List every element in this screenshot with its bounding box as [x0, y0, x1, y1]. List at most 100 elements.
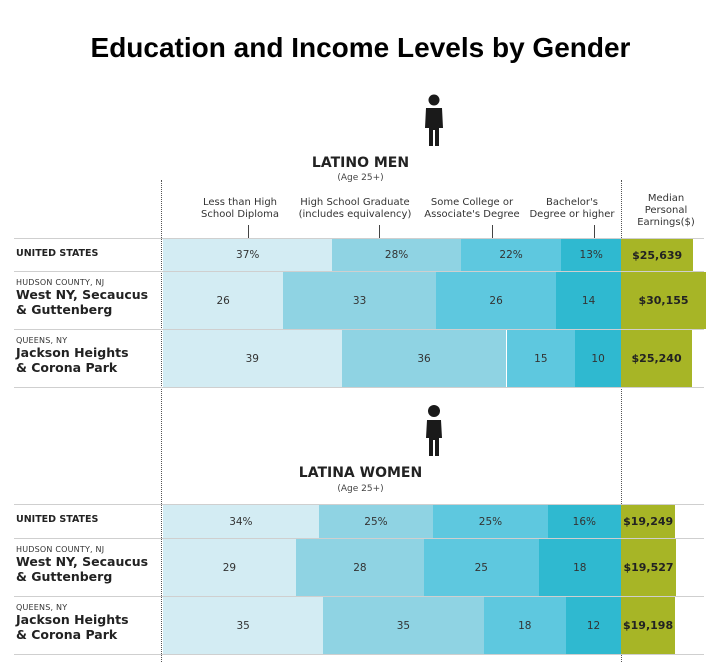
bar-segment: 10	[575, 330, 621, 387]
earnings-label: $19,249	[623, 515, 674, 528]
bar-segment: 15	[506, 330, 576, 387]
row-name: & Corona Park	[16, 360, 118, 375]
woman-icon	[426, 405, 442, 456]
bar-segment: 36	[341, 330, 507, 387]
row-name: UNITED STATES	[16, 248, 99, 259]
bar-segment: 34%	[163, 505, 319, 538]
row-label: HUDSON COUNTY, NJ West NY, Secaucus & Gutt…	[16, 545, 148, 584]
segment-label: 35	[236, 619, 250, 632]
segment-label: 28	[353, 561, 367, 574]
bar-segment: 28%	[332, 239, 461, 271]
earnings-bar: $25,240	[621, 330, 693, 387]
bar-segment: 28	[295, 539, 425, 596]
row-region: HUDSON COUNTY, NJ	[16, 545, 105, 554]
row-name: & Guttenberg	[16, 302, 113, 317]
segment-label: 13%	[579, 249, 603, 261]
section-title: LATINO MEN	[311, 155, 410, 171]
segment-label: 36	[417, 352, 431, 365]
header-earnings-line: Median	[647, 193, 685, 204]
header-category-line: Bachelor's	[546, 197, 598, 208]
row-region: QUEENS, NY	[16, 603, 68, 612]
header-tick	[248, 225, 249, 239]
row-divider	[14, 329, 704, 330]
bar-segment: 39	[163, 330, 342, 387]
header-category-line: Degree or higher	[529, 209, 615, 220]
segment-label: 26	[216, 294, 230, 307]
earnings-label: $30,155	[638, 294, 689, 307]
section-subtitle: (Age 25+)	[337, 173, 384, 183]
segment-label: 29	[222, 561, 237, 574]
row-divider	[14, 538, 704, 539]
row-divider	[14, 654, 704, 655]
bar-segment: 14	[556, 272, 621, 329]
row-name: West NY, Secaucus	[16, 554, 149, 569]
header-tick	[594, 225, 595, 239]
bar-start-guide	[161, 180, 162, 662]
header-category-1: Less than High School Diploma	[165, 197, 315, 221]
bar-segment: 35	[163, 597, 324, 654]
header-category-line: (includes equivalency)	[298, 209, 412, 220]
header-earnings-line: Personal	[644, 205, 688, 216]
row-region: QUEENS, NY	[16, 336, 68, 345]
bar-segment: 25%	[433, 505, 548, 538]
bar-segment: 26	[163, 272, 284, 329]
section-title: LATINA WOMEN	[298, 465, 423, 481]
bar-segment: 12	[566, 597, 621, 654]
segment-label: 34%	[229, 515, 253, 528]
bar-segment: 16%	[547, 505, 621, 538]
segment-label: 35	[396, 619, 411, 632]
segment-label: 39	[245, 352, 259, 365]
segment-label: 12	[586, 619, 601, 632]
earnings-label: $19,198	[623, 619, 674, 632]
earnings-bar: $19,198	[621, 597, 676, 654]
earnings-label: $19,527	[623, 561, 674, 574]
row-name: Jackson Heights	[16, 345, 129, 360]
earnings-label: $25,240	[631, 352, 682, 365]
row-divider	[14, 387, 704, 388]
header-category-3: Some College or Associate's Degree	[397, 197, 547, 221]
row-label: QUEENS, NY Jackson Heights & Corona Park	[16, 603, 129, 642]
segment-label: 22%	[499, 249, 523, 261]
segment-label: 10	[591, 352, 605, 365]
row-name: & Corona Park	[16, 627, 118, 642]
earnings-bar: $25,639	[621, 239, 694, 271]
header-tick	[379, 225, 380, 239]
section-subtitle: (Age 25+)	[337, 484, 384, 494]
earnings-bar: $19,249	[621, 505, 676, 538]
earnings-bar: $30,155	[621, 272, 706, 329]
bar-segment: 18	[538, 539, 621, 596]
header-category-4: Bachelor's Degree or higher	[497, 197, 647, 221]
header-category-line: Less than High	[202, 197, 278, 208]
segment-label: 25	[474, 561, 488, 574]
row-divider	[14, 238, 704, 239]
row-name: & Guttenberg	[16, 569, 113, 584]
segment-label: 18	[573, 561, 587, 574]
page-title: Education and Income Levels by Gender	[90, 32, 631, 63]
header-category-2: High School Graduate (includes equivalenc…	[280, 197, 430, 221]
row-name: Jackson Heights	[16, 612, 129, 627]
row-divider	[14, 504, 704, 505]
segment-label: 25%	[478, 515, 503, 528]
segment-label: 28%	[384, 249, 409, 261]
segment-label: 37%	[236, 249, 260, 261]
segment-label: 18	[518, 619, 532, 632]
bar-segment: 22%	[460, 239, 562, 271]
bar-segment: 26	[435, 272, 557, 329]
row-label: HUDSON COUNTY, NJ West NY, Secaucus & Gutt…	[16, 278, 148, 317]
row-name: West NY, Secaucus	[16, 287, 149, 302]
bar-segment: 29	[163, 539, 296, 596]
bar-segment: 37%	[163, 239, 333, 271]
bar-segment: 25	[424, 539, 539, 596]
row-region: HUDSON COUNTY, NJ	[16, 278, 105, 287]
earnings-bar: $19,527	[621, 539, 677, 596]
segment-label: 15	[534, 352, 548, 365]
row-divider	[14, 596, 704, 597]
segment-label: 33	[352, 294, 367, 307]
earnings-label: $25,639	[632, 248, 683, 262]
header-tick	[492, 225, 493, 239]
man-icon	[425, 94, 443, 146]
row-label: UNITED STATES	[16, 248, 98, 259]
bar-segment: 33	[283, 272, 436, 329]
row-name: UNITED STATES	[16, 514, 99, 525]
row-label: UNITED STATES	[16, 514, 98, 525]
